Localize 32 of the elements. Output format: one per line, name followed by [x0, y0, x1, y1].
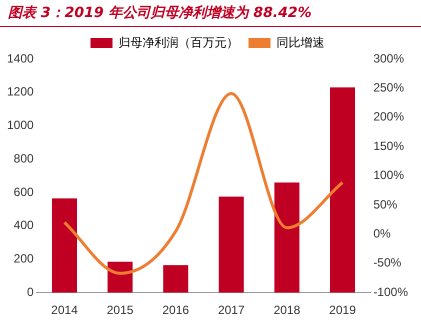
y2-tick-label: 0%	[373, 226, 391, 241]
bar	[330, 87, 356, 293]
y-tick-label: 200	[14, 252, 34, 266]
y2-tick-label: 200%	[373, 110, 404, 124]
x-tick-label: 2019	[329, 303, 356, 318]
bar	[218, 196, 244, 293]
x-tick-label: 2015	[106, 303, 134, 318]
y2-tick-label: -100%	[373, 284, 408, 299]
y2-tick-label: 50%	[373, 197, 398, 212]
y2-tick-label: 300%	[373, 51, 404, 66]
legend-label: 同比增速	[276, 35, 324, 50]
y-tick-label: 400	[14, 218, 34, 232]
y-tick-label: 0	[27, 284, 34, 299]
legend-label: 归母净利润（百万元）	[118, 35, 238, 50]
x-tick-label: 2016	[162, 303, 190, 318]
y2-tick-label: -50%	[373, 256, 402, 270]
y2-tick-label: 250%	[373, 80, 404, 95]
x-tick-label: 2014	[51, 303, 78, 318]
bar	[52, 198, 78, 293]
x-tick-label: 2017	[218, 303, 245, 318]
y2-tick-label: 150%	[373, 138, 404, 153]
y-tick-label: 1200	[6, 84, 34, 99]
y-tick-label: 1400	[6, 51, 34, 66]
bar	[274, 182, 300, 293]
y-tick-label: 1000	[6, 118, 34, 132]
y2-tick-label: 100%	[373, 168, 404, 182]
y-tick-label: 600	[14, 184, 34, 199]
bar	[163, 265, 188, 293]
chart-title: 图表 3：2019 年公司归母净利增速为 88.42%	[0, 0, 421, 27]
line-series	[62, 92, 344, 275]
y-tick-label: 800	[14, 151, 34, 166]
x-tick-label: 2018	[274, 303, 301, 318]
